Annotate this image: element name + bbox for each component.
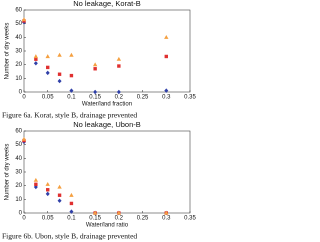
y-tick-label: 50 [15, 21, 22, 27]
y-axis-label: Number of dry weeks [5, 144, 11, 201]
x-tick-label: 0.35 [184, 95, 196, 101]
y-tick-label: 0 [19, 211, 23, 217]
data-point [57, 198, 62, 203]
data-point [33, 61, 38, 66]
data-point [93, 67, 97, 71]
x-tick-label: 0 [22, 216, 26, 222]
caption: Figure 6a. Korat, style B, drainage prev… [2, 111, 137, 120]
y-tick-label: 0 [19, 90, 23, 96]
x-tick-label: 0.2 [115, 216, 124, 222]
x-tick-label: 0.3 [162, 216, 171, 222]
data-point [116, 56, 122, 61]
data-point [116, 210, 122, 215]
data-point [21, 17, 27, 22]
data-point [164, 210, 169, 215]
data-point [69, 192, 74, 197]
x-tick-label: 0.1 [67, 95, 76, 101]
y-tick-label: 20 [15, 62, 22, 68]
data-point [164, 88, 169, 93]
x-tick-label: 0.15 [89, 216, 101, 222]
y-tick-label: 60 [15, 8, 22, 14]
chart-title: No leakage, Ubon-B [73, 120, 141, 129]
data-point [34, 182, 38, 186]
data-point [57, 72, 62, 76]
y-tick-label: 10 [15, 76, 22, 82]
figure: No leakage, Korat-B 0 10 20 30 40 50 60 0 0.05 0.1… [2, 0, 196, 241]
y-tick-label: 40 [15, 35, 22, 41]
plot-frame [23, 130, 191, 214]
x-tick-label: 0.1 [67, 216, 76, 222]
data-point [92, 62, 98, 67]
data-point [57, 78, 62, 84]
data-point [57, 52, 62, 57]
y-tick-label: 30 [15, 170, 22, 176]
x-tick-label: 0.05 [42, 216, 54, 222]
data-point [57, 193, 62, 197]
data-point [33, 177, 39, 182]
x-tick-label: 0.35 [184, 216, 196, 222]
data-point [69, 52, 74, 57]
y-tick-label: 10 [15, 197, 22, 203]
data-point [69, 201, 74, 206]
caption: Figure 6b. Ubon, style B, drainage preve… [2, 232, 137, 241]
data-point [45, 182, 50, 186]
x-tick-label: 0 [22, 95, 26, 101]
data-point [69, 88, 74, 93]
x-tick-label: 0.15 [89, 95, 101, 101]
x-axis-label: Water/land ratio [86, 223, 129, 229]
x-tick-label: 0.25 [137, 95, 149, 101]
data-point [45, 54, 50, 59]
y-axis-label: Number of dry weeks [5, 23, 11, 80]
x-axis-label: Water/land fraction [82, 102, 132, 108]
data-point [69, 73, 74, 78]
data-point [46, 65, 50, 70]
data-point [57, 184, 62, 189]
y-tick-label: 60 [15, 129, 22, 135]
data-point [92, 210, 98, 215]
y-tick-label: 40 [15, 156, 22, 162]
data-point [164, 35, 169, 39]
data-point [21, 136, 27, 141]
data-point [164, 54, 168, 59]
x-tick-label: 0.3 [162, 95, 171, 101]
data-point [45, 191, 50, 197]
plot-frame [23, 9, 191, 93]
x-tick-label: 0.05 [42, 95, 54, 101]
data-point [117, 64, 121, 68]
data-point [46, 188, 50, 192]
x-tick-label: 0.2 [115, 95, 124, 101]
data-point [93, 89, 98, 95]
x-tick-label: 0.25 [137, 216, 149, 222]
data-point [33, 54, 39, 59]
data-point [69, 209, 74, 214]
data-point [34, 57, 38, 61]
y-tick-label: 20 [15, 183, 22, 189]
y-tick-label: 50 [15, 142, 22, 148]
chart-title: No leakage, Korat-B [73, 0, 141, 8]
data-point [45, 70, 50, 76]
y-tick-label: 30 [15, 49, 22, 55]
data-point [116, 89, 121, 95]
